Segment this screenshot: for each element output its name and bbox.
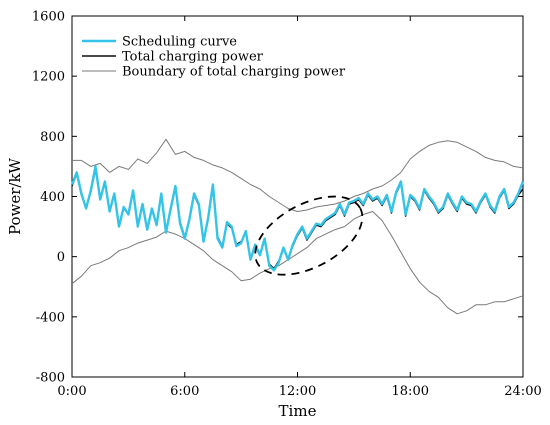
x-tick-label: 6:00	[170, 384, 199, 399]
annotation-ellipse	[254, 195, 364, 276]
y-tick-label: -400	[36, 310, 65, 325]
legend-label-total-charging-power: Total charging power	[122, 50, 264, 65]
x-tick-label: 18:00	[392, 384, 429, 399]
series-layer	[70, 138, 525, 315]
y-axis: -800 -400 0 400 800 1200 1600	[32, 10, 523, 386]
legend-label-scheduling-curve: Scheduling curve	[122, 35, 237, 50]
series-scheduling-curve	[70, 165, 525, 272]
x-tick-label: 0:00	[57, 384, 86, 399]
legend-label-boundary: Boundary of total charging power	[122, 65, 346, 80]
y-tick-label: 0	[57, 250, 65, 265]
y-tick-label: 1200	[32, 70, 65, 85]
x-axis: 0:00 6:00 12:00 18:00 24:00	[57, 16, 542, 399]
series-boundary-upper	[72, 138, 524, 212]
y-tick-label: -800	[36, 371, 65, 386]
legend: Scheduling curve Total charging power Bo…	[82, 35, 346, 80]
y-tick-label: 800	[40, 130, 65, 145]
y-tick-label: 1600	[32, 10, 65, 25]
x-axis-title: Time	[279, 402, 317, 420]
y-tick-label: 400	[40, 190, 65, 205]
x-tick-label: 12:00	[279, 384, 316, 399]
y-axis-title: Power/kW	[6, 157, 24, 235]
x-tick-label: 24:00	[504, 384, 541, 399]
series-boundary-lower	[71, 211, 524, 315]
